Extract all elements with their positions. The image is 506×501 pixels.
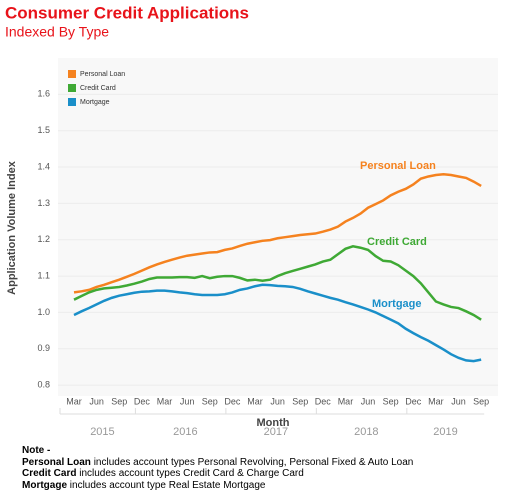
legend-swatch [68, 84, 76, 92]
y-tick-label: 0.9 [37, 343, 50, 353]
notes: Note - Personal Loan includes account ty… [22, 445, 413, 491]
plot-background [58, 58, 498, 396]
legend-label: Credit Card [80, 85, 116, 92]
x-tick-label: Dec [224, 396, 241, 406]
note-text: includes account types Personal Revolvin… [93, 456, 414, 468]
x-tick-label: Dec [405, 396, 422, 406]
legend-swatch [68, 98, 76, 106]
year-label: 2016 [173, 426, 197, 438]
note-term: Credit Card [22, 468, 77, 479]
series-line [73, 244, 482, 321]
year-label: 2019 [433, 426, 457, 438]
x-tick-label: Mar [428, 396, 444, 406]
x-tick-label: Mar [247, 396, 263, 406]
y-tick-label: 1.0 [37, 307, 50, 317]
chart-title: Consumer Credit Applications [5, 3, 249, 22]
x-tick-label: Mar [338, 396, 354, 406]
note-term: Mortgage [22, 479, 67, 491]
y-axis-label: Application Volume Index [6, 160, 18, 295]
note-line: Mortgage includes account type Real Esta… [22, 480, 413, 492]
note-line: Credit Card includes account types Credi… [22, 468, 413, 480]
x-tick-label: Sep [473, 396, 489, 406]
x-tick-label: Sep [383, 396, 399, 406]
x-tick-label: Sep [202, 396, 218, 406]
x-tick-label: Jun [89, 396, 104, 406]
note-text: includes account type Real Estate Mortga… [69, 479, 266, 491]
legend-label: Mortgage [80, 99, 110, 106]
y-tick-label: 0.8 [37, 379, 50, 389]
notes-heading: Note - [22, 445, 51, 456]
x-tick-label: Mar [66, 396, 82, 406]
note-text: includes account types Credit Card & Cha… [79, 468, 304, 479]
year-label: 2015 [90, 426, 114, 438]
line-label: Mortgage [372, 298, 422, 310]
chart-subtitle: Indexed By Type [5, 24, 109, 40]
x-tick-label: Mar [157, 396, 173, 406]
x-tick-label: Sep [111, 396, 127, 406]
y-tick-label: 1.2 [37, 234, 50, 244]
year-label: 2017 [264, 426, 288, 438]
x-tick-label: Sep [292, 396, 308, 406]
x-tick-label: Jun [451, 396, 466, 406]
x-tick-label: Jun [270, 396, 285, 406]
note-line: Personal Loan includes account types Per… [22, 457, 413, 469]
legend-label: Personal Loan [80, 71, 125, 78]
line-label: Credit Card [367, 236, 427, 248]
x-axis-label: Month [257, 417, 290, 429]
y-tick-label: 1.6 [37, 89, 50, 99]
x-tick-label: Jun [361, 396, 376, 406]
y-tick-label: 1.5 [37, 125, 50, 135]
year-label: 2018 [354, 426, 378, 438]
series-line [73, 283, 482, 363]
series-line [73, 173, 482, 294]
x-tick-label: Dec [134, 396, 151, 406]
note-term: Personal Loan [22, 456, 91, 468]
y-tick-label: 1.3 [37, 198, 50, 208]
y-tick-label: 1.1 [37, 270, 50, 280]
line-label: Personal Loan [360, 160, 436, 172]
legend-swatch [68, 70, 76, 78]
x-tick-label: Jun [180, 396, 195, 406]
y-tick-label: 1.4 [37, 161, 50, 171]
x-tick-label: Dec [315, 396, 332, 406]
